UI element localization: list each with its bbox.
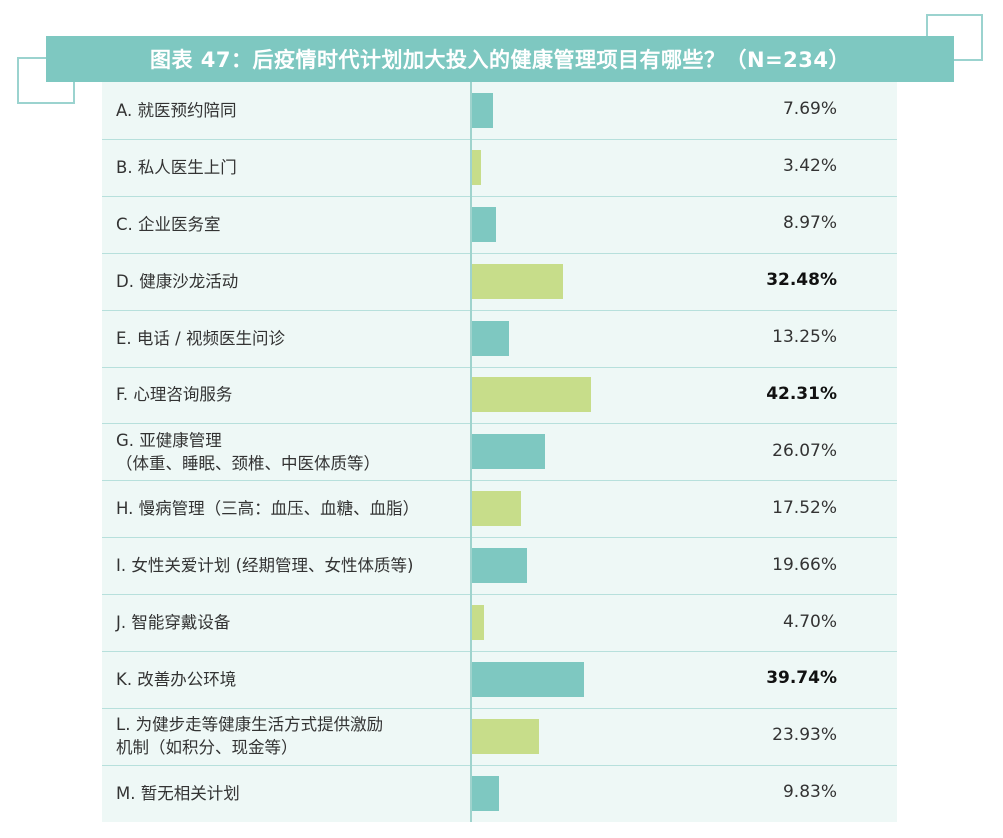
bar bbox=[471, 491, 521, 527]
value-label: 13.25% bbox=[772, 327, 837, 348]
bar bbox=[471, 718, 539, 754]
category-label: G. 亚健康管理 （体重、睡眠、颈椎、中医体质等） bbox=[116, 430, 380, 473]
row-separator bbox=[102, 195, 897, 197]
value-label: 39.74% bbox=[766, 668, 837, 689]
row-separator bbox=[102, 537, 897, 539]
row-separator bbox=[102, 423, 897, 425]
bar bbox=[471, 149, 481, 185]
row-separator bbox=[102, 138, 897, 140]
category-label: I. 女性关爱计划 (经期管理、女性体质等) bbox=[116, 556, 414, 576]
category-label: M. 暂无相关计划 bbox=[116, 783, 240, 803]
category-label: F. 心理咨询服务 bbox=[116, 385, 233, 405]
row-separator bbox=[102, 651, 897, 652]
value-label: 7.69% bbox=[782, 99, 837, 120]
bar bbox=[471, 775, 499, 811]
row-separator bbox=[102, 594, 897, 596]
bar bbox=[471, 548, 527, 584]
chart-title: 图表 47：后疫情时代计划加大投入的健康管理项目有哪些？（N=234） bbox=[149, 48, 851, 72]
value-label: 3.42% bbox=[782, 156, 837, 177]
value-label: 19.66% bbox=[772, 554, 837, 575]
chart-title-banner: 图表 47：后疫情时代计划加大投入的健康管理项目有哪些？（N=234） bbox=[46, 36, 954, 82]
value-label: 32.48% bbox=[766, 270, 837, 291]
category-label: B. 私人医生上门 bbox=[116, 157, 237, 177]
row-separator bbox=[102, 252, 897, 254]
bar bbox=[471, 92, 493, 128]
row-separator bbox=[102, 764, 897, 766]
bar bbox=[471, 263, 564, 299]
value-label: 4.70% bbox=[782, 611, 837, 632]
value-label: 42.31% bbox=[766, 383, 837, 404]
category-axis-line bbox=[470, 82, 472, 822]
value-label: 9.83% bbox=[782, 782, 837, 803]
category-label: J. 智能穿戴设备 bbox=[116, 613, 231, 633]
category-label: A. 就医预约陪同 bbox=[116, 100, 237, 120]
row-separator bbox=[102, 480, 897, 482]
bar bbox=[471, 206, 497, 242]
value-label: 26.07% bbox=[772, 440, 837, 461]
category-label: L. 为健步走等健康生活方式提供激励 机制（如积分、现金等） bbox=[116, 715, 384, 758]
row-separator bbox=[102, 707, 897, 709]
bar bbox=[471, 320, 509, 356]
row-separator bbox=[102, 309, 897, 311]
bar bbox=[471, 661, 584, 697]
category-label: D. 健康沙龙活动 bbox=[116, 271, 239, 291]
value-label: 23.93% bbox=[772, 725, 837, 746]
bar bbox=[471, 434, 546, 470]
value-label: 17.52% bbox=[772, 497, 837, 518]
category-label: C. 企业医务室 bbox=[116, 214, 221, 234]
bar bbox=[471, 605, 485, 641]
category-label: E. 电话 / 视频医生问诊 bbox=[116, 328, 285, 348]
category-label: K. 改善办公环境 bbox=[116, 669, 237, 689]
value-label: 8.97% bbox=[782, 213, 837, 234]
category-label: H. 慢病管理（三高：血压、血糖、血脂） bbox=[116, 499, 420, 519]
row-separator bbox=[102, 366, 897, 368]
bar bbox=[471, 377, 592, 413]
